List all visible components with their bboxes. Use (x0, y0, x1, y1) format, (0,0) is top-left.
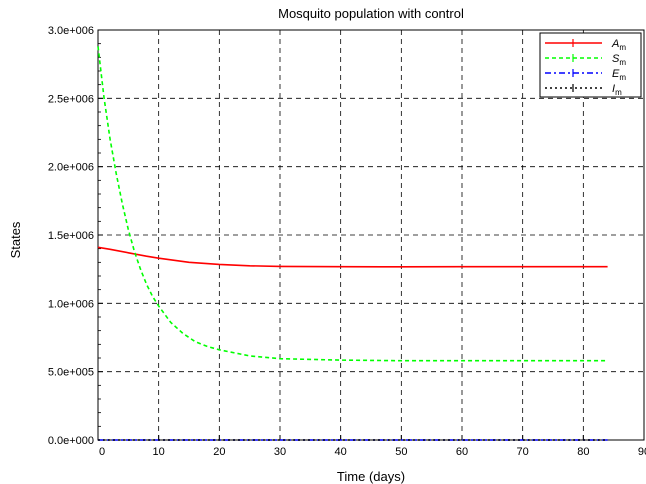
x-tick-label: 60 (456, 446, 468, 458)
x-tick-label: 20 (213, 446, 225, 458)
x-tick-label: 10 (153, 446, 165, 458)
y-tick-label: 2.0e+006 (48, 162, 94, 174)
y-axis-label: States (8, 221, 23, 258)
x-tick-label: 90 (638, 446, 646, 458)
x-tick-label: 0 (99, 446, 105, 458)
y-tick-label: 2.5e+006 (48, 93, 94, 105)
series-line-sm (97, 46, 608, 362)
y-tick-label: 3.0e+006 (48, 25, 94, 37)
x-tick-label: 40 (335, 446, 347, 458)
x-tick-label: 50 (395, 446, 407, 458)
y-tick-label: 0.0e+000 (48, 435, 94, 447)
x-axis-label: Time (days) (337, 469, 405, 484)
y-tick-label: 5.0e+005 (48, 367, 94, 379)
plot-area: 0 10 20 30 40 50 60 70 80 90 0.0e+000 5.0e+005 1.0e+… (48, 25, 646, 458)
chart-title: Mosquito population with control (278, 6, 464, 21)
x-tick-label: 30 (274, 446, 286, 458)
x-tick-label: 70 (517, 446, 529, 458)
legend-label: Im (612, 83, 622, 97)
x-tick-label: 80 (577, 446, 589, 458)
series-line-am (97, 246, 608, 268)
y-tick-label: 1.5e+006 (48, 230, 94, 242)
y-tick-label: 1.0e+006 (48, 298, 94, 310)
